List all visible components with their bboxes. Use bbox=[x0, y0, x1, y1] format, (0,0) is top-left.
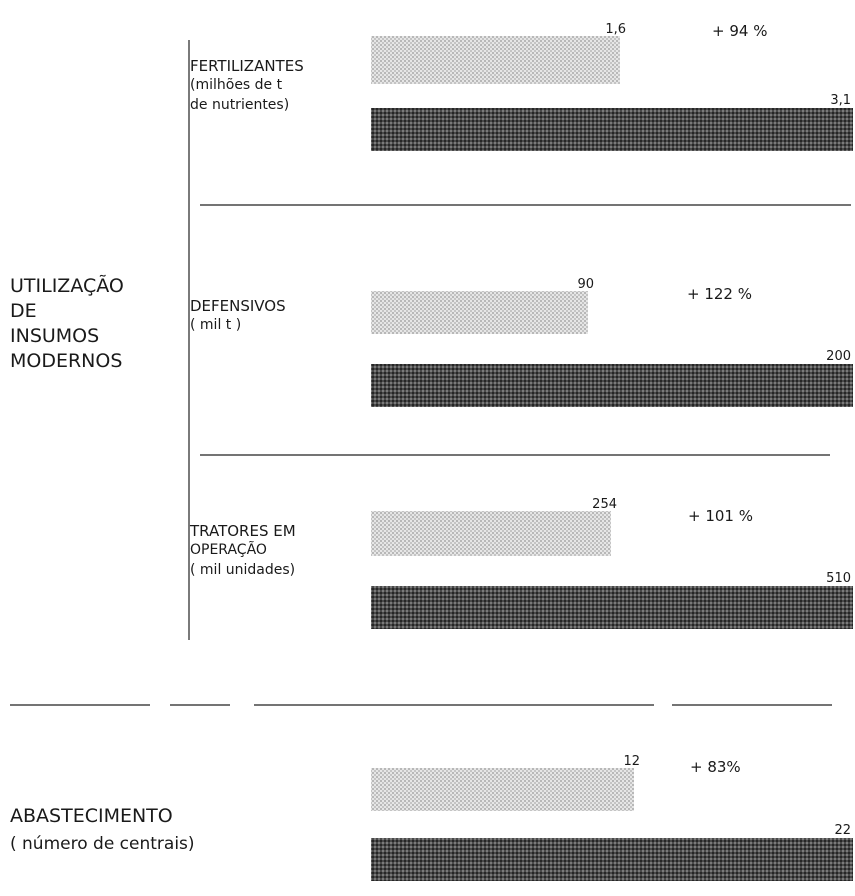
category-label-line: ( mil unidades) bbox=[190, 562, 295, 578]
category-label-line: OPERAÇÃO bbox=[190, 541, 267, 558]
bar-before bbox=[371, 768, 634, 811]
value-label-before: 90 bbox=[577, 277, 594, 292]
category-label-line: de nutrientes) bbox=[190, 97, 289, 113]
value-label-after: 510 bbox=[826, 571, 851, 586]
group-title-line: DE bbox=[10, 300, 37, 322]
bar-after bbox=[371, 586, 853, 629]
category-label-line: TRATORES EM bbox=[189, 522, 296, 540]
value-label-after: 3,1 bbox=[830, 93, 851, 108]
value-label-after: 200 bbox=[826, 349, 851, 364]
group-title-line: UTILIZAÇÃO bbox=[10, 274, 124, 297]
group-title-line: INSUMOS bbox=[10, 325, 99, 347]
bar-before bbox=[371, 511, 611, 556]
category-label-line: DEFENSIVOS bbox=[190, 297, 286, 315]
group-title-line: MODERNOS bbox=[10, 350, 122, 372]
category-label-line: ( mil t ) bbox=[190, 317, 241, 333]
value-label-after: 22 bbox=[834, 823, 851, 838]
group-title-line: ABASTECIMENTO bbox=[10, 805, 173, 827]
change-label: + 122 % bbox=[687, 285, 752, 303]
change-label: + 101 % bbox=[688, 507, 753, 525]
group-title-line: ( número de centrais) bbox=[10, 834, 195, 854]
value-label-before: 1,6 bbox=[605, 22, 626, 37]
bar-before bbox=[371, 36, 620, 84]
bar-after bbox=[371, 838, 853, 881]
category-label-line: FERTILIZANTES bbox=[190, 57, 304, 75]
bar-before bbox=[371, 291, 588, 334]
bar-after bbox=[371, 108, 853, 151]
change-label: + 83% bbox=[690, 758, 741, 776]
bar-after bbox=[371, 364, 853, 407]
change-label: + 94 % bbox=[712, 22, 767, 40]
value-label-before: 12 bbox=[623, 754, 640, 769]
category-label-line: (milhões de t bbox=[190, 77, 283, 93]
value-label-before: 254 bbox=[592, 497, 617, 512]
